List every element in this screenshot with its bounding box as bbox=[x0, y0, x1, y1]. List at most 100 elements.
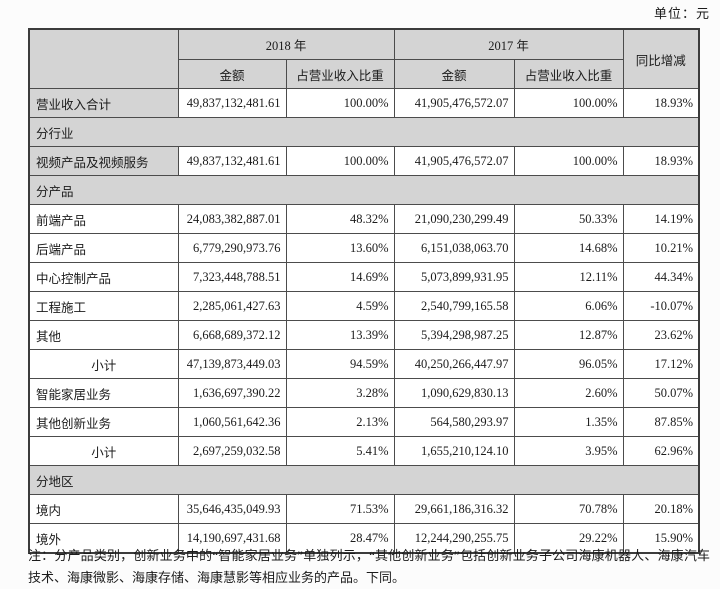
proportion-2017-cell: 29.22% bbox=[513, 523, 624, 554]
amount-2017-cell: 41,905,476,572.07 bbox=[393, 146, 515, 176]
yoy-change-cell: 20.18% bbox=[622, 494, 700, 524]
yoy-change-cell: 62.96% bbox=[622, 436, 700, 466]
proportion-2018-cell: 13.60% bbox=[285, 233, 395, 263]
table-header: 2018 年 2017 年 同比增减 金额 占营业收入比重 金额 占营业收入比重 bbox=[28, 28, 700, 89]
yoy-change-cell: 15.90% bbox=[622, 523, 700, 554]
proportion-2018-cell: 13.39% bbox=[285, 320, 395, 350]
yoy-change-cell: 23.62% bbox=[622, 320, 700, 350]
amount-2018-header: 金额 bbox=[177, 59, 287, 89]
amount-2018-cell: 24,083,382,887.01 bbox=[177, 204, 287, 234]
amount-2017-cell: 1,090,629,830.13 bbox=[393, 378, 515, 408]
table-row: 境内 35,646,435,049.93 71.53% 29,661,186,3… bbox=[28, 494, 700, 524]
table-row: 中心控制产品 7,323,448,788.51 14.69% 5,073,899… bbox=[28, 262, 700, 292]
section-header-row: 分行业 bbox=[28, 117, 700, 147]
table-row: 智能家居业务 1,636,697,390.22 3.28% 1,090,629,… bbox=[28, 378, 700, 408]
amount-2018-cell: 1,636,697,390.22 bbox=[177, 378, 287, 408]
table-row: 工程施工 2,285,061,427.63 4.59% 2,540,799,16… bbox=[28, 291, 700, 321]
proportion-2018-cell: 4.59% bbox=[285, 291, 395, 321]
unit-label: 单位：元 bbox=[653, 6, 710, 21]
proportion-2017-cell: 12.87% bbox=[513, 320, 624, 350]
amount-2018-cell: 6,779,290,973.76 bbox=[177, 233, 287, 263]
table-row: 其他创新业务 1,060,561,642.36 2.13% 564,580,29… bbox=[28, 407, 700, 437]
amount-2017-header: 金额 bbox=[393, 59, 515, 89]
yoy-change-cell: 50.07% bbox=[622, 378, 700, 408]
amount-2017-cell: 6,151,038,063.70 bbox=[393, 233, 515, 263]
amount-2017-cell: 40,250,266,447.97 bbox=[393, 349, 515, 379]
proportion-2017-cell: 70.78% bbox=[513, 494, 624, 524]
amount-2018-cell: 1,060,561,642.36 bbox=[177, 407, 287, 437]
proportion-2017-cell: 3.95% bbox=[513, 436, 624, 466]
proportion-2018-cell: 48.32% bbox=[285, 204, 395, 234]
year-2018-header: 2018 年 bbox=[177, 28, 395, 60]
row-label-cell: 智能家居业务 bbox=[28, 378, 179, 408]
section-header-row: 分产品 bbox=[28, 175, 700, 205]
section-label-cell: 分产品 bbox=[28, 175, 700, 205]
table-header-row-years: 2018 年 2017 年 同比增减 bbox=[28, 28, 700, 89]
proportion-2017-cell: 50.33% bbox=[513, 204, 624, 234]
amount-2018-cell: 49,837,132,481.61 bbox=[177, 88, 287, 118]
amount-2018-cell: 47,139,873,449.03 bbox=[177, 349, 287, 379]
proportion-2017-header: 占营业收入比重 bbox=[513, 59, 624, 89]
proportion-2018-cell: 100.00% bbox=[285, 88, 395, 118]
amount-2018-cell: 2,285,061,427.63 bbox=[177, 291, 287, 321]
proportion-2017-cell: 100.00% bbox=[513, 146, 624, 176]
proportion-2017-cell: 96.05% bbox=[513, 349, 624, 379]
yoy-change-cell: 87.85% bbox=[622, 407, 700, 437]
row-label-cell: 工程施工 bbox=[28, 291, 179, 321]
proportion-2018-cell: 94.59% bbox=[285, 349, 395, 379]
row-label-cell: 境内 bbox=[28, 494, 179, 524]
amount-2018-cell: 14,190,697,431.68 bbox=[177, 523, 287, 554]
amount-2017-cell: 5,073,899,931.95 bbox=[393, 262, 515, 292]
proportion-2018-header: 占营业收入比重 bbox=[285, 59, 395, 89]
amount-2017-cell: 41,905,476,572.07 bbox=[393, 88, 515, 118]
amount-2018-cell: 2,697,259,032.58 bbox=[177, 436, 287, 466]
row-label-cell: 其他创新业务 bbox=[28, 407, 179, 437]
yoy-change-cell: 17.12% bbox=[622, 349, 700, 379]
row-label-cell: 视频产品及视频服务 bbox=[28, 146, 179, 176]
table-row: 其他 6,668,689,372.12 13.39% 5,394,298,987… bbox=[28, 320, 700, 350]
section-header-row: 分地区 bbox=[28, 465, 700, 495]
table-row: 前端产品 24,083,382,887.01 48.32% 21,090,230… bbox=[28, 204, 700, 234]
amount-2017-cell: 5,394,298,987.25 bbox=[393, 320, 515, 350]
amount-2018-cell: 49,837,132,481.61 bbox=[177, 146, 287, 176]
proportion-2017-cell: 2.60% bbox=[513, 378, 624, 408]
proportion-2017-cell: 6.06% bbox=[513, 291, 624, 321]
amount-2018-cell: 7,323,448,788.51 bbox=[177, 262, 287, 292]
amount-2017-cell: 21,090,230,299.49 bbox=[393, 204, 515, 234]
table-row: 后端产品 6,779,290,973.76 13.60% 6,151,038,0… bbox=[28, 233, 700, 263]
revenue-breakdown-table: 2018 年 2017 年 同比增减 金额 占营业收入比重 金额 占营业收入比重… bbox=[28, 28, 701, 554]
table-row: 营业收入合计 49,837,132,481.61 100.00% 41,905,… bbox=[28, 88, 700, 118]
proportion-2018-cell: 2.13% bbox=[285, 407, 395, 437]
proportion-2018-cell: 28.47% bbox=[285, 523, 395, 554]
section-label-cell: 分行业 bbox=[28, 117, 700, 147]
row-label-cell: 前端产品 bbox=[28, 204, 179, 234]
table-body: 营业收入合计 49,837,132,481.61 100.00% 41,905,… bbox=[28, 88, 700, 554]
table-row: 境外 14,190,697,431.68 28.47% 12,244,290,2… bbox=[28, 523, 700, 554]
proportion-2018-cell: 100.00% bbox=[285, 146, 395, 176]
year-2017-header: 2017 年 bbox=[393, 28, 624, 60]
table-header-row-measures: 金额 占营业收入比重 金额 占营业收入比重 bbox=[29, 59, 699, 89]
section-label-cell: 分地区 bbox=[28, 465, 700, 495]
table-row: 小计 47,139,873,449.03 94.59% 40,250,266,4… bbox=[28, 349, 700, 379]
amount-2018-cell: 35,646,435,049.93 bbox=[177, 494, 287, 524]
proportion-2017-cell: 12.11% bbox=[513, 262, 624, 292]
yoy-change-cell: 18.93% bbox=[622, 88, 700, 118]
row-label-cell: 营业收入合计 bbox=[28, 88, 179, 118]
proportion-2017-cell: 100.00% bbox=[513, 88, 624, 118]
proportion-2018-cell: 71.53% bbox=[285, 494, 395, 524]
amount-2017-cell: 564,580,293.97 bbox=[393, 407, 515, 437]
row-label-cell: 小计 bbox=[28, 436, 179, 466]
table-footnote: 注：分产品类别，创新业务中的“智能家居业务”单独列示，“其他创新业务”包括创新业… bbox=[28, 548, 710, 585]
yoy-change-cell: -10.07% bbox=[622, 291, 700, 321]
table-row: 小计 2,697,259,032.58 5.41% 1,655,210,124.… bbox=[28, 436, 700, 466]
amount-2018-cell: 6,668,689,372.12 bbox=[177, 320, 287, 350]
proportion-2018-cell: 3.28% bbox=[285, 378, 395, 408]
row-label-cell: 后端产品 bbox=[28, 233, 179, 263]
amount-2017-cell: 1,655,210,124.10 bbox=[393, 436, 515, 466]
yoy-change-header: 同比增减 bbox=[622, 28, 700, 89]
proportion-2018-cell: 5.41% bbox=[285, 436, 395, 466]
proportion-2017-cell: 1.35% bbox=[513, 407, 624, 437]
row-label-column-header bbox=[28, 28, 179, 89]
yoy-change-cell: 44.34% bbox=[622, 262, 700, 292]
